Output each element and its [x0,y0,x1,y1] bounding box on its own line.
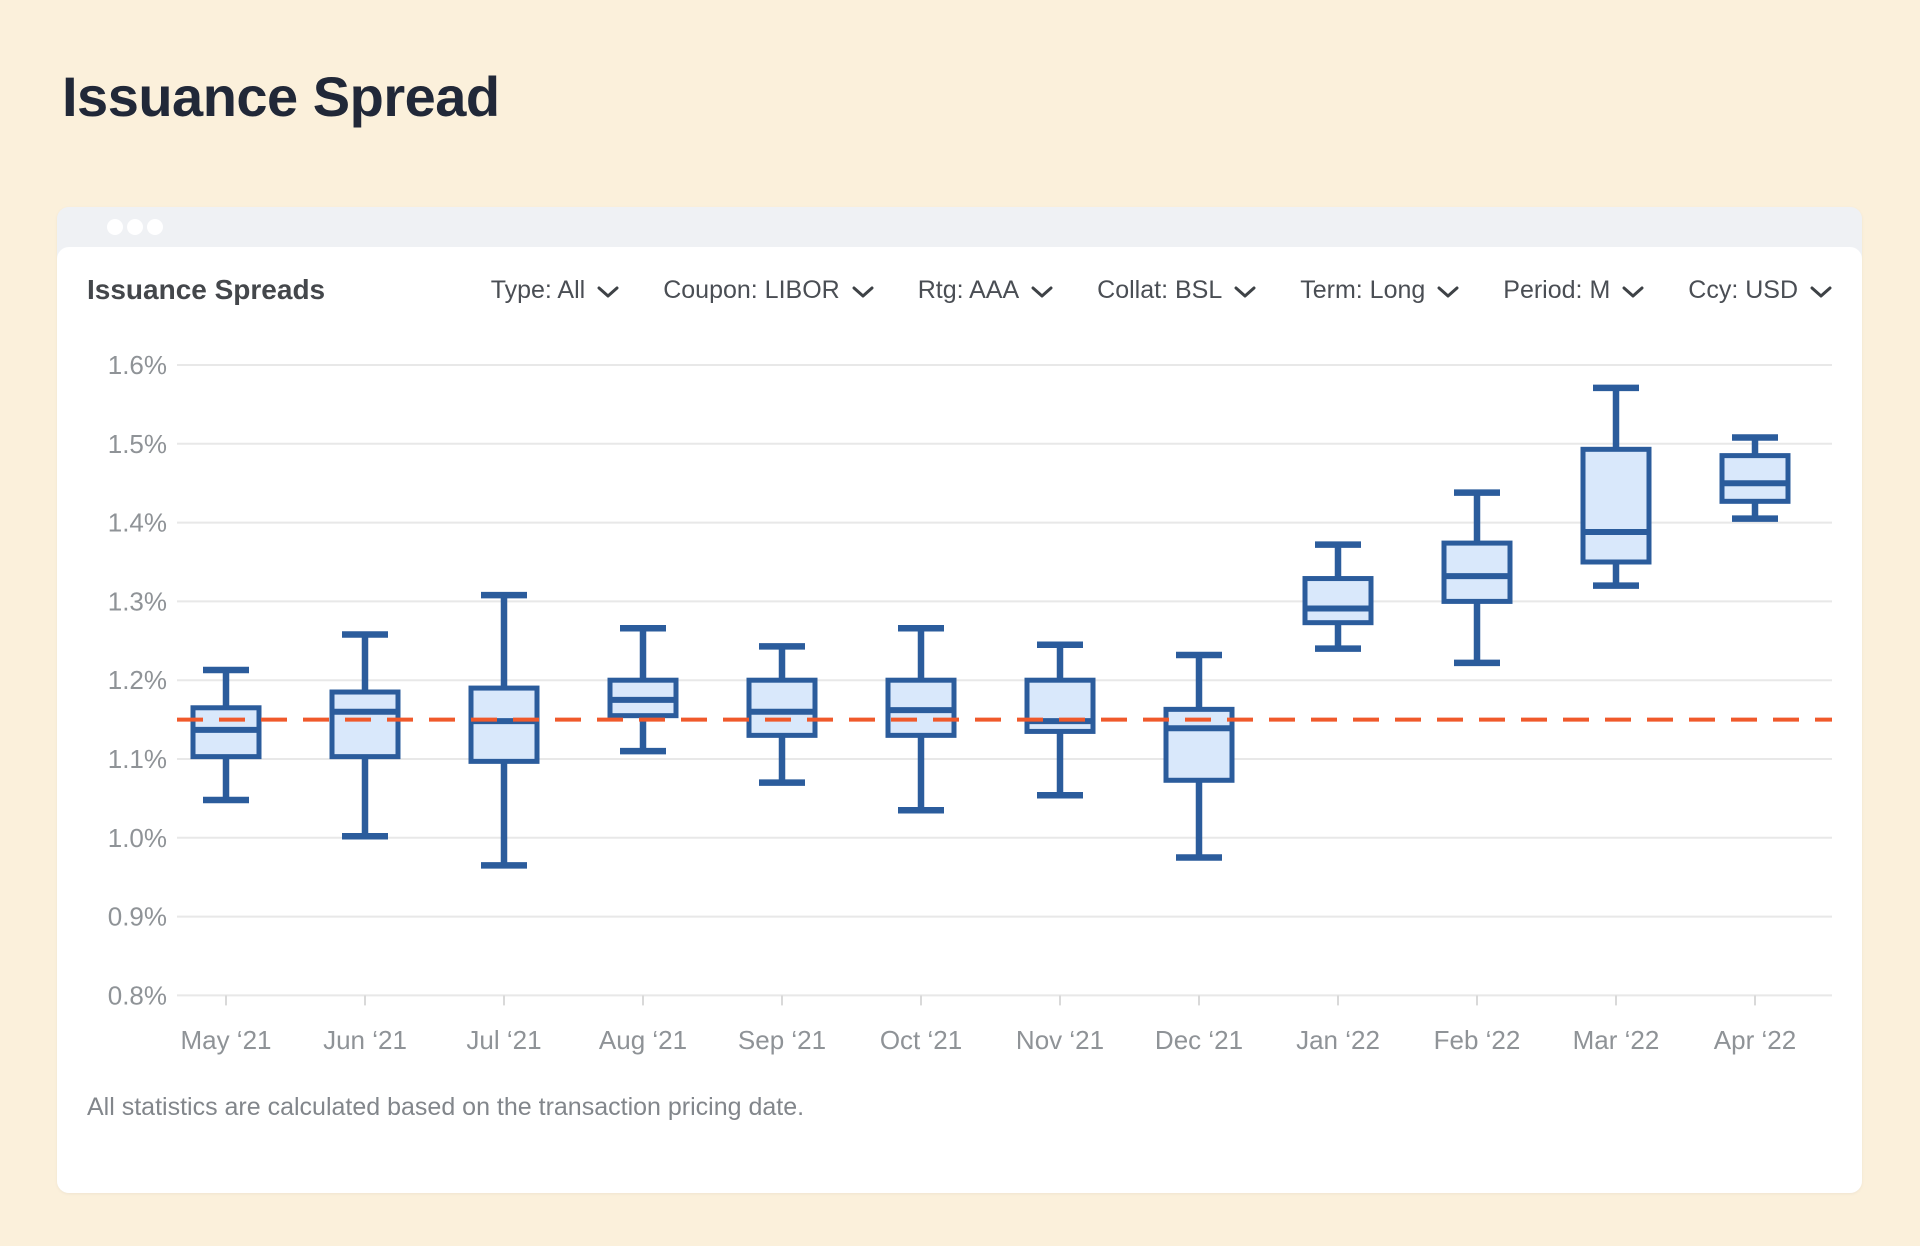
box-plot[interactable] [329,631,401,840]
iqr-box [1441,540,1513,604]
y-axis-tick-label: 1.3% [108,586,167,616]
filter-coupon[interactable]: Coupon: LIBOR [663,276,874,305]
box-plot[interactable] [1163,651,1235,861]
x-axis-tick-label: Aug ‘21 [599,1025,687,1055]
filter-type-label: Type: All [490,275,586,304]
box-plot[interactable] [190,666,262,804]
filter-type[interactable]: Type: All [491,276,620,305]
filter-rating-label: Rtg: AAA [917,275,1020,304]
chevron-down-icon [597,283,619,298]
iqr-box [1302,576,1374,626]
filter-currency-label: Ccy: USD [1688,275,1798,304]
iqr-box [468,685,540,764]
iqr-box [746,677,818,738]
box-plot[interactable] [1719,434,1791,522]
chevron-down-icon [1031,283,1053,298]
box-plot[interactable] [746,643,818,786]
chevron-down-icon [1810,283,1832,298]
filter-period-label: Period: M [1503,275,1611,304]
iqr-box [329,689,401,760]
x-axis-tick-label: Jun ‘21 [323,1025,407,1055]
chevron-down-icon [852,283,874,298]
issuance-spread-boxplot-chart: 1.6% 1.5% 1.4% 1.3% 1.2% 1.1% 1.0% 0.9% 0.8% May … [108,350,1832,1055]
iqr-box [1719,453,1791,504]
box-plot[interactable] [607,624,679,755]
window-dots [107,219,163,235]
page-title: Issuance Spread [62,65,500,128]
filter-rating[interactable]: Rtg: AAA [918,276,1053,305]
filter-collateral-label: Collat: BSL [1097,275,1223,304]
x-axis-tick-label: Oct ‘21 [880,1025,962,1055]
x-axis-tick-label: Jan ‘22 [1296,1025,1380,1055]
x-axis-tick-label: May ‘21 [180,1025,271,1055]
window-dot [127,219,143,235]
browser-card: Issuance Spreads Type: All Coupon: LIBOR… [57,207,1862,1193]
y-axis-tick-label: 1.2% [108,665,167,695]
y-axis-tick-label: 1.0% [108,823,167,853]
window-dot [107,219,123,235]
y-axis-tick-label: 1.6% [108,350,167,380]
filter-period[interactable]: Period: M [1503,276,1644,305]
filter-coupon-label: Coupon: LIBOR [663,275,840,304]
x-axis-tick-label: Mar ‘22 [1573,1025,1660,1055]
box-plot[interactable] [1441,489,1513,667]
iqr-box [1580,446,1652,565]
x-axis-tick-label: Jul ‘21 [466,1025,541,1055]
box-plot[interactable] [1024,641,1096,799]
filter-term-label: Term: Long [1300,275,1426,304]
box-plot[interactable] [885,624,957,814]
filter-term[interactable]: Term: Long [1300,276,1459,305]
box-plot[interactable] [1302,541,1374,652]
y-axis-tick-label: 1.4% [108,508,167,538]
chart-title: Issuance Spreads [87,274,326,305]
card-body: Issuance Spreads Type: All Coupon: LIBOR… [57,247,1862,1193]
filter-bar: Type: All Coupon: LIBOR Rtg: AAA Collat:… [491,276,1832,305]
y-axis-tick-label: 0.8% [108,980,167,1010]
chevron-down-icon [1437,283,1459,298]
box-plot[interactable] [1580,384,1652,589]
chevron-down-icon [1234,283,1256,298]
x-axis-tick-label: Nov ‘21 [1016,1025,1104,1055]
card-header: Issuance Spreads Type: All Coupon: LIBOR… [87,247,1832,307]
chevron-down-icon [1622,283,1644,298]
chart-footnote: All statistics are calculated based on t… [87,1093,805,1121]
x-axis-tick-label: Dec ‘21 [1155,1025,1243,1055]
x-axis-tick-label: Apr ‘22 [1714,1025,1796,1055]
filter-collateral[interactable]: Collat: BSL [1097,276,1256,305]
box-plot[interactable] [468,591,540,869]
window-dot [147,219,163,235]
filter-currency[interactable]: Ccy: USD [1688,276,1832,305]
x-axis-tick-label: Feb ‘22 [1434,1025,1521,1055]
x-axis-tick-label: Sep ‘21 [738,1025,826,1055]
y-axis-tick-label: 1.5% [108,429,167,459]
y-axis-tick-label: 0.9% [108,902,167,932]
y-axis-tick-label: 1.1% [108,744,167,774]
